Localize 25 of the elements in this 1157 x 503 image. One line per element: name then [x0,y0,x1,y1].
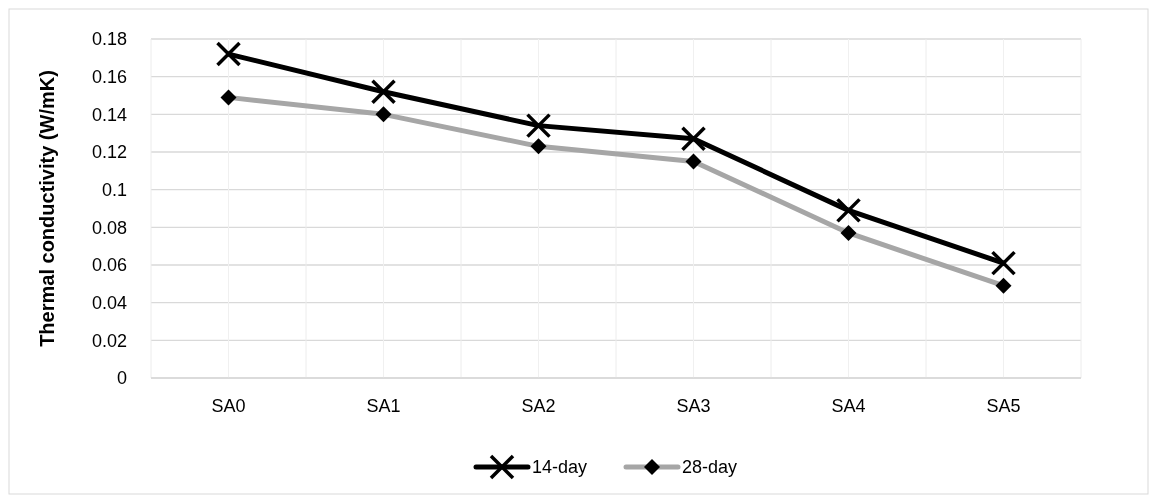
x-tick-label: SA2 [521,396,556,416]
y-tick-label: 0.06 [91,255,127,276]
y-axis-title: Thermal conductivity (W/mK) [36,70,58,347]
x-tick-label: SA3 [676,396,711,416]
y-tick-label: 0.14 [91,104,127,125]
point [525,112,552,139]
y-tick-label: 0.02 [91,330,127,351]
legend-label: 28-day [682,457,738,478]
y-tick-label: 0.1 [101,179,127,200]
y-tick-label: 0 [116,368,127,389]
y-tick-label: 0.08 [91,217,127,238]
y-tick-label: 0.12 [91,142,127,163]
y-tick-label: 0.18 [91,29,127,50]
y-tick-label: 0.04 [91,292,127,313]
point [215,41,242,67]
x-tick-label: SA4 [831,396,866,416]
point [370,78,397,105]
x-tick-label: SA0 [211,396,246,416]
x-tick-label: SA1 [366,396,401,416]
y-tick-label: 0.16 [91,66,127,87]
legend-label: 14-day [532,457,588,478]
x-tick-label: SA5 [986,396,1021,416]
point [835,197,862,224]
point [990,250,1017,276]
point [680,126,707,152]
